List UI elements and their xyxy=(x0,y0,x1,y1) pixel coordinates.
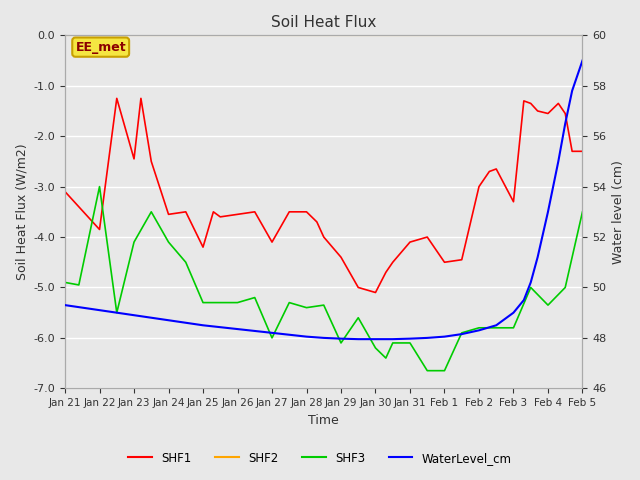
Y-axis label: Water level (cm): Water level (cm) xyxy=(612,160,625,264)
Text: EE_met: EE_met xyxy=(76,41,126,54)
Y-axis label: Soil Heat Flux (W/m2): Soil Heat Flux (W/m2) xyxy=(15,144,28,280)
X-axis label: Time: Time xyxy=(308,414,339,427)
Title: Soil Heat Flux: Soil Heat Flux xyxy=(271,15,376,30)
Legend: SHF1, SHF2, SHF3, WaterLevel_cm: SHF1, SHF2, SHF3, WaterLevel_cm xyxy=(124,447,516,469)
